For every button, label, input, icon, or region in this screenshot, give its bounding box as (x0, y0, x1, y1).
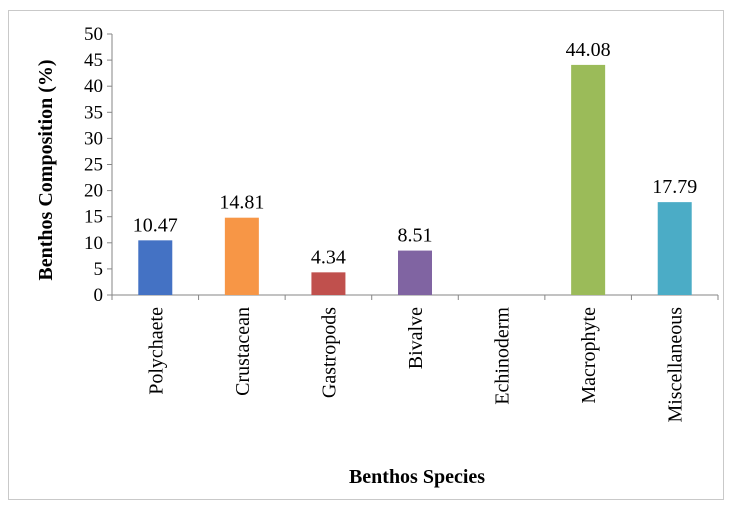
y-tick-label: 50 (84, 24, 103, 45)
y-tick-label: 0 (94, 285, 104, 306)
category-label: Echinoderm (492, 307, 514, 405)
data-label: 4.34 (311, 246, 346, 268)
category-label: Bivalve (405, 307, 427, 369)
category-label: Polychaete (145, 307, 167, 395)
category-label: Macrophyte (578, 307, 600, 404)
category-label: Gastropods (318, 307, 340, 398)
y-tick-label: 15 (84, 207, 103, 228)
category-label: Miscellaneous (665, 307, 687, 423)
data-label: 44.08 (566, 39, 611, 61)
data-label: 17.79 (652, 176, 697, 198)
y-tick-label: 40 (84, 76, 103, 97)
bar-macrophyte (571, 64, 606, 295)
bar-miscellaneous (657, 202, 692, 295)
labels: 10.47 Polychaete 14.81 Crustacean 4.34 Gastro… (133, 39, 697, 423)
bar-crustacean (224, 217, 259, 295)
y-tick-label: 10 (84, 233, 103, 254)
bars (138, 64, 692, 295)
y-tick-label: 20 (84, 181, 103, 202)
y-tick-label: 25 (84, 155, 103, 176)
y-axis-title: Benthos Composition (%) (35, 59, 57, 280)
data-label: 14.81 (219, 192, 264, 214)
y-tick-label: 45 (84, 50, 103, 71)
y-tick-label: 35 (84, 102, 103, 123)
bar-gastropods (311, 272, 346, 295)
y-tick-label: 30 (84, 128, 103, 149)
data-label: 8.51 (398, 225, 433, 247)
bar-bivalve (398, 250, 432, 295)
bar-polychaete (138, 240, 173, 295)
data-label: 10.47 (133, 214, 178, 236)
y-tick-label: 5 (94, 259, 104, 280)
category-label: Crustacean (232, 307, 254, 396)
x-axis-title: Benthos Species (349, 466, 485, 488)
axes: 0 5 10 15 20 25 30 35 40 45 50 (84, 24, 719, 306)
